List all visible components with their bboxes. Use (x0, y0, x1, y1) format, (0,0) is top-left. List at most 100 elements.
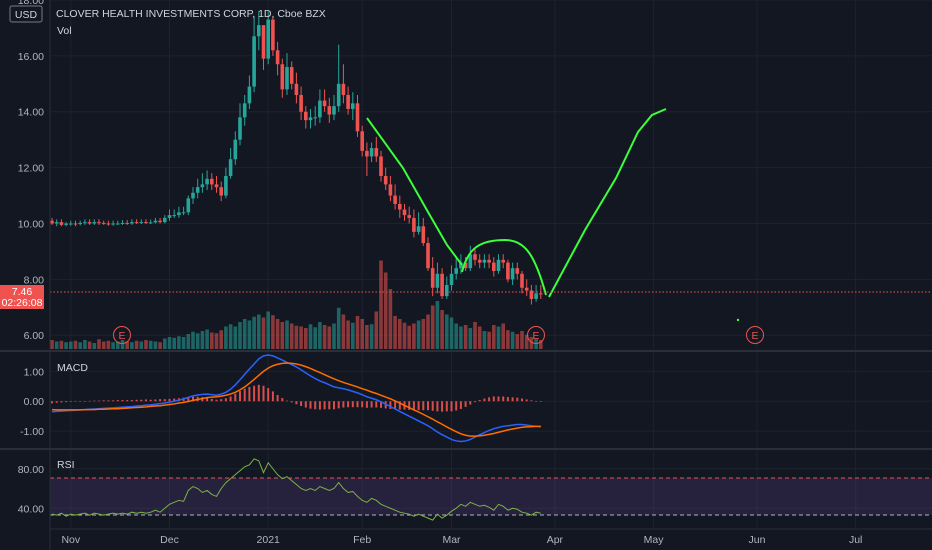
candle-body (492, 262, 496, 271)
downtrend-line-drawing[interactable] (366, 117, 463, 266)
candle-body (308, 117, 313, 121)
volume-bar (463, 325, 468, 349)
candle-body (111, 223, 115, 225)
candle-body (388, 184, 393, 196)
macd-histogram-bar (469, 401, 472, 405)
macd-histogram-bar (375, 401, 378, 408)
macd-histogram-bar (474, 401, 476, 403)
volume-bar (445, 314, 449, 349)
macd-histogram-bar (356, 401, 359, 408)
volume-bar (449, 317, 454, 349)
macd-histogram-bar (351, 401, 354, 408)
price-tick-label: 16.00 (18, 51, 44, 63)
volume-bar (200, 331, 205, 349)
macd-histogram-bar (112, 400, 115, 402)
macd-histogram-bar (525, 399, 528, 402)
cup-pattern-drawing[interactable] (461, 238, 547, 296)
candle-body (496, 259, 501, 271)
currency-badge[interactable]: USD (9, 5, 43, 23)
volume-bar (50, 340, 54, 349)
macd-tick-label: 0.00 (24, 396, 45, 408)
earnings-marker[interactable]: E (527, 326, 545, 344)
macd-label[interactable]: MACD (57, 362, 88, 374)
macd-histogram-bar (65, 401, 68, 403)
macd-histogram-bar (79, 401, 82, 402)
volume-bar (524, 334, 529, 349)
candle-body (219, 187, 223, 196)
time-tick-label: Jul (849, 534, 862, 546)
macd-histogram-bar (464, 401, 467, 407)
volume-bar (294, 325, 299, 349)
volume-bar (492, 325, 496, 349)
volume-bar (412, 323, 416, 349)
earnings-marker[interactable]: E (746, 326, 764, 344)
volume-bar (454, 323, 458, 349)
macd-histogram-bar (140, 399, 143, 402)
macd-histogram-bar (130, 400, 133, 402)
candle-body (247, 86, 252, 104)
macd-histogram-bar (281, 397, 284, 402)
macd-histogram-bar (295, 401, 298, 405)
candle-body (294, 83, 299, 95)
volume-bar (398, 319, 402, 349)
candle-body (238, 117, 242, 140)
volume-bar (120, 340, 125, 349)
macd-histogram-bar (51, 401, 53, 404)
macd-histogram-bar (318, 401, 321, 410)
volume-bars (50, 260, 543, 349)
time-axis[interactable]: Nov Dec 2021 Feb Mar Apr May Jun Jul (61, 534, 862, 546)
candle-body (261, 25, 266, 59)
macd-histogram-bar (380, 401, 382, 408)
macd-histogram-bar (69, 401, 72, 402)
macd-histogram-bar (450, 401, 453, 412)
volume-bar (125, 341, 129, 349)
candle-body (501, 259, 505, 263)
hand-drawn-annotations[interactable] (366, 108, 740, 322)
candle-body (416, 226, 421, 232)
volume-bar (515, 334, 520, 349)
candle-body (87, 222, 92, 224)
macd-histogram-bar (365, 401, 368, 408)
candle-body (383, 176, 388, 185)
candle-body (73, 223, 78, 225)
time-tick-label: Dec (160, 534, 179, 546)
price-axis[interactable]: 6.00 8.00 10.00 12.00 14.00 16.00 18.00 1.00 0.0… (18, 0, 44, 515)
macd-histogram-bar (267, 388, 270, 402)
candle-body (346, 94, 350, 109)
macd-histogram-bar (290, 401, 293, 403)
projected-rise-drawing[interactable] (548, 108, 667, 298)
macd-histogram-bar (173, 398, 176, 402)
volume-bar (78, 342, 82, 349)
macd-histogram-bar (333, 401, 335, 410)
earnings-marker[interactable]: E (113, 326, 131, 344)
macd-histogram-bar (530, 400, 533, 402)
earnings-marker-label: E (751, 330, 758, 342)
volume-bar (195, 333, 200, 349)
candle-body (304, 111, 308, 121)
candle-body (468, 254, 473, 269)
last-price-tag: 7.46 02:26:08 (0, 285, 44, 309)
candle-body (144, 222, 148, 224)
volume-bar (421, 319, 426, 349)
volume-bar (430, 305, 435, 349)
candle-body (101, 222, 106, 224)
rsi-label[interactable]: RSI (57, 459, 75, 471)
candle-body (435, 273, 440, 288)
macd-histogram-bar (521, 398, 523, 402)
volume-bar (210, 332, 214, 349)
volume-bar (299, 326, 303, 349)
candle-body (181, 212, 186, 214)
candle-body (510, 268, 515, 280)
macd-histogram-bar (516, 397, 519, 402)
macd-histogram-bar (389, 401, 392, 410)
symbol-title[interactable]: CLOVER HEALTH INVESTMENTS CORP, 1D, Cboe… (56, 8, 326, 20)
candle-body (252, 36, 256, 87)
candle-body (195, 187, 200, 193)
candle-body (167, 215, 172, 218)
volume-bar (275, 319, 280, 349)
volume-bar (468, 328, 473, 349)
volume-label[interactable]: Vol (57, 25, 72, 37)
candle-body (299, 94, 303, 112)
candle-body (97, 222, 101, 224)
candle-body (59, 222, 64, 225)
